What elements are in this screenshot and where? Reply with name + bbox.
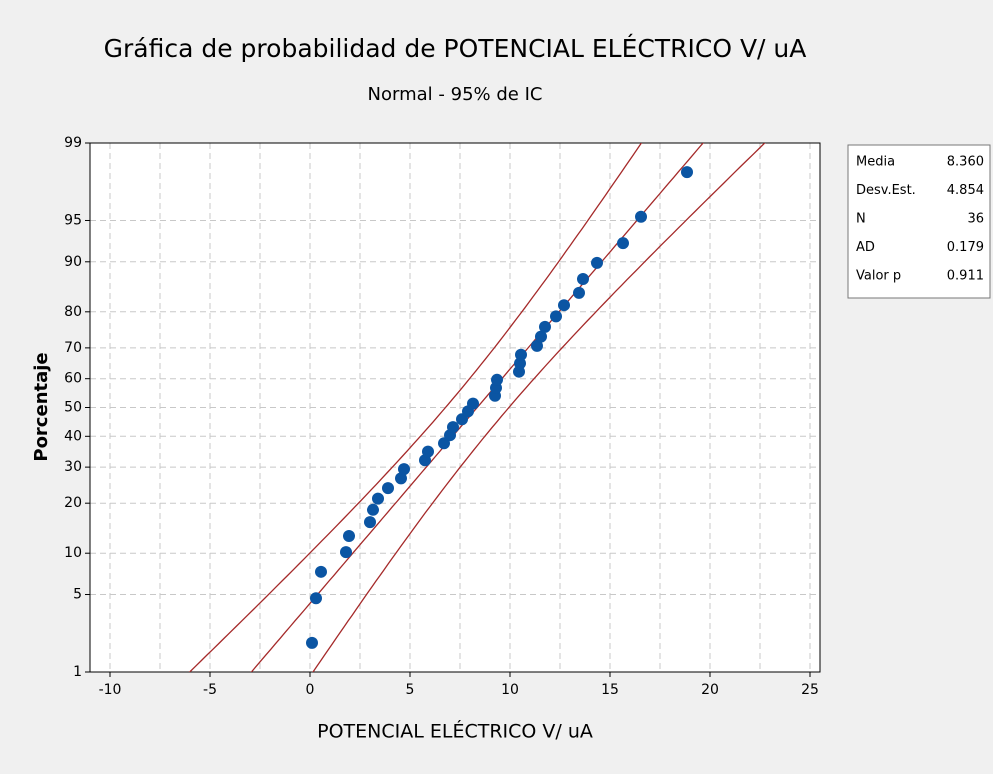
data-point	[395, 472, 407, 485]
stat-value: 0.911	[947, 269, 984, 284]
data-point	[681, 166, 693, 179]
data-point	[398, 463, 410, 476]
data-point	[310, 592, 322, 605]
data-point	[364, 516, 376, 529]
data-point	[467, 397, 479, 410]
stat-label: AD	[856, 240, 875, 255]
data-point	[515, 348, 527, 361]
stat-value: 36	[967, 212, 984, 227]
y-tick-label: 10	[64, 545, 82, 561]
data-point	[617, 237, 629, 250]
stat-value: 4.854	[947, 183, 984, 198]
data-point	[558, 299, 570, 312]
x-tick-label: 5	[406, 682, 415, 698]
x-tick-label: 25	[801, 682, 819, 698]
chart-title: Gráfica de probabilidad de POTENCIAL ELÉ…	[104, 34, 807, 63]
data-point	[491, 373, 503, 386]
stat-label: Valor p	[856, 269, 901, 284]
data-point	[535, 330, 547, 343]
y-tick-label: 20	[64, 495, 82, 511]
y-tick-label: 90	[64, 254, 82, 270]
y-tick-label: 70	[64, 340, 82, 356]
x-tick-label: 10	[501, 682, 519, 698]
y-tick-label: 50	[64, 400, 82, 416]
ci-lower	[312, 143, 766, 672]
x-tick-label: 20	[701, 682, 719, 698]
data-point	[577, 272, 589, 285]
stat-label: N	[856, 212, 866, 227]
y-axis-label: Porcentaje	[31, 352, 52, 461]
stat-label: Desv.Est.	[856, 183, 916, 198]
data-point	[315, 565, 327, 578]
stats-box	[847, 144, 991, 299]
y-tick-label: 30	[64, 459, 82, 475]
data-point	[447, 421, 459, 434]
plot-border	[89, 142, 821, 673]
y-tick-label: 60	[64, 371, 82, 387]
data-point	[531, 339, 543, 352]
data-point	[372, 492, 384, 505]
data-point	[573, 286, 585, 299]
stat-value: 8.360	[947, 155, 984, 170]
stat-value: 0.179	[947, 240, 984, 255]
data-point	[340, 546, 352, 559]
data-point	[367, 503, 379, 516]
y-tick-label: 80	[64, 304, 82, 320]
y-tick-label: 1	[73, 664, 82, 680]
y-tick-label: 40	[64, 428, 82, 444]
data-point	[635, 210, 647, 223]
chart-subtitle: Normal - 95% de IC	[368, 84, 543, 105]
stat-label: Media	[856, 155, 895, 170]
x-axis-label: POTENCIAL ELÉCTRICO V/ uA	[317, 720, 593, 743]
y-tick-label: 95	[64, 212, 82, 228]
data-point	[591, 256, 603, 269]
data-point	[422, 445, 434, 458]
data-point	[539, 320, 551, 333]
x-tick-label: -10	[99, 682, 122, 698]
data-point	[306, 636, 318, 649]
y-tick-label: 99	[64, 135, 82, 151]
x-tick-label: -5	[203, 682, 217, 698]
data-point	[382, 482, 394, 495]
x-tick-label: 15	[601, 682, 619, 698]
data-point	[550, 310, 562, 323]
data-point	[343, 530, 355, 543]
ci-upper	[188, 143, 643, 672]
x-tick-label: 0	[306, 682, 315, 698]
y-tick-label: 5	[73, 587, 82, 603]
